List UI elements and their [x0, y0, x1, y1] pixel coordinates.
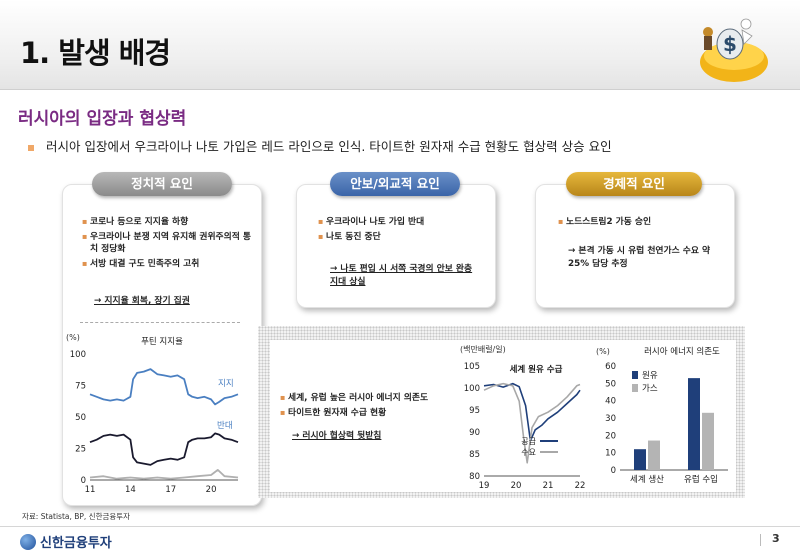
security-list: 우크라이나 나토 가입 반대 나토 동진 중단	[318, 216, 488, 246]
y-tick-label: 95	[469, 406, 480, 416]
y-axis-label: (%)	[596, 347, 610, 356]
legend-swatch	[632, 371, 638, 379]
legend-swatch	[632, 384, 638, 392]
y-tick-label: 75	[75, 382, 86, 392]
chart-title: 러시아 에너지 의존도	[644, 346, 720, 357]
y-tick-label: 100	[464, 384, 480, 394]
series-line-2	[483, 382, 581, 464]
economic-card	[535, 184, 735, 308]
legend-label: 가스	[642, 384, 658, 394]
dollar-globe-icon: $	[700, 18, 768, 82]
footer-divider	[0, 526, 800, 527]
series-line-3	[89, 468, 239, 480]
y-tick-label: 40	[605, 397, 616, 407]
y-tick-label: 80	[469, 472, 480, 482]
political-list: 코로나 등으로 지지율 하향 우크라이나 분쟁 지역 유지해 권위주의적 통치 …	[82, 216, 254, 273]
brand-logo: 신한금융투자	[20, 532, 112, 551]
list-item: 나토 동진 중단	[318, 231, 488, 243]
economic-conclusion: → 본격 가동 시 유럽 천연가스 수요 약 25% 담당 추정	[568, 246, 711, 269]
series-line-1	[89, 368, 239, 406]
bar-가스-2	[702, 412, 714, 470]
legend-label: 원유	[642, 371, 658, 381]
series-line-1	[483, 382, 581, 442]
political-conclusion: → 지지율 회복, 장기 집권	[94, 296, 190, 306]
list-item: 코로나 등으로 지지율 하향	[82, 216, 254, 228]
y-tick-label: 60	[605, 362, 616, 372]
legend-label: 공급	[521, 437, 536, 446]
chart-title: 푸틴 지지율	[141, 336, 183, 347]
x-tick-label: 21	[543, 481, 554, 491]
series-line-2	[89, 432, 239, 466]
page-divider	[760, 534, 761, 546]
x-tick-label: 20	[511, 481, 522, 491]
y-tick-label: 85	[469, 450, 480, 460]
brand-name: 신한금융투자	[40, 536, 112, 551]
y-tick-label: 10	[605, 449, 616, 459]
energy-dependency-chart: (%) 러시아 에너지 의존도 0 10 20 30 40 50 60 세계 생산 유럽 수입 원유가…	[596, 346, 728, 485]
chart-title: 세계 원유 수급	[510, 364, 563, 375]
x-tick-label: 11	[85, 485, 96, 495]
political-label: 정치적 요인	[92, 172, 232, 196]
y-tick-label: 90	[469, 428, 480, 438]
x-tick-label: 14	[125, 485, 136, 495]
divider	[80, 322, 240, 323]
oil-balance-chart: 세계 원유 수급 (백만배럴/일) 80 85 90 95 100 105 19 20 21 22 공급…	[460, 344, 586, 491]
y-tick-label: 50	[75, 413, 86, 423]
summary-bullet: 러시아 입장에서 우크라이나 나토 가입은 레드 라인으로 인식. 타이트한 원…	[28, 136, 612, 155]
y-tick-label: 0	[81, 476, 86, 486]
list-item: 노드스트림2 가동 승인	[558, 216, 728, 228]
security-conclusion: → 나토 편입 시 서쪽 국경의 안보 완충지대 상실	[330, 264, 473, 287]
legend-label: 수요	[521, 448, 536, 457]
summary-text: 러시아 입장에서 우크라이나 나토 가입은 레드 라인으로 인식. 타이트한 원…	[46, 139, 612, 154]
list-item: 우크라이나 분쟁 지역 유지해 권위주의적 통치 정당화	[82, 231, 254, 255]
x-tick-label: 17	[165, 485, 176, 495]
y-tick-label: 0	[611, 466, 616, 476]
source-note: 자료: Statista, BP, 신한금융투자	[22, 512, 131, 521]
series-label-approve: 지지	[218, 379, 234, 389]
x-tick-label: 유럽 수입	[684, 475, 718, 485]
page-number: 3	[772, 532, 780, 545]
security-label: 안보/외교적 요인	[330, 172, 460, 196]
y-tick-label: 30	[605, 414, 616, 424]
x-tick-label: 19	[479, 481, 490, 491]
page-title: 1. 발생 배경	[20, 36, 171, 70]
y-tick-label: 20	[605, 431, 616, 441]
x-tick-label: 세계 생산	[630, 474, 664, 485]
section-title: 러시아의 입장과 협상력	[18, 109, 187, 129]
bullet-square-icon	[28, 144, 34, 151]
brand-icon	[20, 534, 36, 550]
series-label-oppose: 반대	[217, 420, 233, 431]
y-axis-label: (%)	[66, 333, 80, 342]
list-item: 세계, 유럽 높은 러시아 에너지 의존도	[280, 392, 450, 404]
title-bar	[0, 0, 800, 90]
y-tick-label: 100	[70, 350, 86, 360]
y-tick-label: 25	[75, 445, 86, 455]
list-item: 타이트한 원자재 수급 현황	[280, 407, 450, 419]
bar-원유-1	[634, 449, 646, 470]
economic-label: 경제적 요인	[566, 172, 702, 196]
y-tick-label: 105	[464, 362, 480, 372]
dependency-conclusion: → 러시아 협상력 뒷받침	[292, 431, 382, 441]
list-item: 서방 대결 구도 민족주의 고취	[82, 258, 254, 270]
x-tick-label: 20	[206, 485, 217, 495]
list-item: 우크라이나 나토 가입 반대	[318, 216, 488, 228]
y-tick-label: 50	[605, 379, 616, 389]
security-card	[296, 184, 496, 308]
y-axis-label: (백만배럴/일)	[460, 344, 506, 354]
bar-가스-1	[648, 440, 660, 470]
x-tick-label: 22	[575, 481, 586, 491]
dependency-list: 세계, 유럽 높은 러시아 에너지 의존도 타이트한 원자재 수급 현황	[280, 392, 450, 422]
svg-text:$: $	[723, 32, 737, 56]
bar-원유-2	[688, 378, 700, 470]
economic-list: 노드스트림2 가동 승인	[558, 216, 728, 231]
